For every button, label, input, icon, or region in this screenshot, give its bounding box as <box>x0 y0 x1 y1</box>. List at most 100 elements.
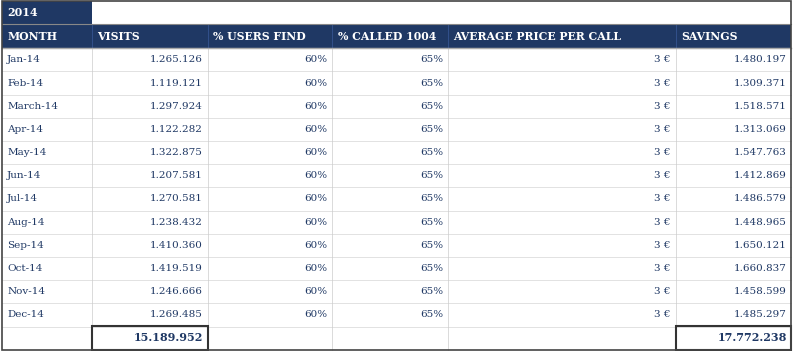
Text: 60%: 60% <box>305 287 328 296</box>
Bar <box>332 303 448 326</box>
Bar <box>676 257 791 280</box>
Bar <box>676 95 791 118</box>
Bar <box>2 95 92 118</box>
Bar <box>92 141 208 164</box>
Text: Aug-14: Aug-14 <box>7 218 44 227</box>
Bar <box>2 234 92 257</box>
Bar <box>2 118 92 141</box>
Bar <box>332 280 448 303</box>
Text: 65%: 65% <box>420 194 443 204</box>
Bar <box>332 141 448 164</box>
Text: 60%: 60% <box>305 218 328 227</box>
Bar <box>208 48 332 72</box>
Bar <box>208 326 332 350</box>
Text: 65%: 65% <box>420 171 443 180</box>
Text: 1.207.581: 1.207.581 <box>150 171 203 180</box>
Text: 3 €: 3 € <box>654 241 671 250</box>
Text: 1.246.666: 1.246.666 <box>150 287 203 296</box>
Text: 1.518.571: 1.518.571 <box>734 102 787 111</box>
Bar <box>208 25 332 48</box>
Bar <box>92 164 208 187</box>
Bar <box>92 95 208 118</box>
Bar <box>676 164 791 187</box>
Bar <box>332 1 448 25</box>
Text: 60%: 60% <box>305 241 328 250</box>
Bar <box>332 234 448 257</box>
Bar <box>448 280 676 303</box>
Text: 65%: 65% <box>420 218 443 227</box>
Bar <box>676 303 791 326</box>
Bar <box>2 48 92 72</box>
Text: 1.238.432: 1.238.432 <box>150 218 203 227</box>
Bar <box>332 326 448 350</box>
Text: 60%: 60% <box>305 194 328 204</box>
Bar <box>2 280 92 303</box>
Text: 1.270.581: 1.270.581 <box>150 194 203 204</box>
Bar <box>676 118 791 141</box>
Bar <box>92 118 208 141</box>
Bar <box>448 303 676 326</box>
Text: 3 €: 3 € <box>654 171 671 180</box>
Text: 1.412.869: 1.412.869 <box>734 171 787 180</box>
Bar <box>676 48 791 72</box>
Bar <box>448 72 676 95</box>
Bar <box>448 211 676 234</box>
Bar <box>2 257 92 280</box>
Bar <box>676 234 791 257</box>
Bar <box>208 211 332 234</box>
Bar <box>448 48 676 72</box>
Text: VISITS: VISITS <box>98 31 140 42</box>
Text: 65%: 65% <box>420 55 443 64</box>
Text: 3 €: 3 € <box>654 79 671 87</box>
Text: 60%: 60% <box>305 148 328 157</box>
Text: % USERS FIND: % USERS FIND <box>213 31 306 42</box>
Bar <box>448 257 676 280</box>
Text: 1.419.519: 1.419.519 <box>150 264 203 273</box>
Text: 3 €: 3 € <box>654 287 671 296</box>
Text: 1.480.197: 1.480.197 <box>734 55 787 64</box>
Text: May-14: May-14 <box>7 148 47 157</box>
Bar <box>676 25 791 48</box>
Text: 1.660.837: 1.660.837 <box>734 264 787 273</box>
Bar <box>208 164 332 187</box>
Text: Sep-14: Sep-14 <box>7 241 44 250</box>
Text: % CALLED 1004: % CALLED 1004 <box>338 31 436 42</box>
Bar <box>448 234 676 257</box>
Bar <box>2 211 92 234</box>
Text: 1.410.360: 1.410.360 <box>150 241 203 250</box>
Bar <box>208 234 332 257</box>
Bar <box>448 25 676 48</box>
Text: 1.458.599: 1.458.599 <box>734 287 787 296</box>
Text: 1.309.371: 1.309.371 <box>734 79 787 87</box>
Bar <box>92 187 208 211</box>
Text: 1.485.297: 1.485.297 <box>734 310 787 319</box>
Bar <box>676 72 791 95</box>
Bar <box>208 257 332 280</box>
Bar <box>676 326 791 350</box>
Text: 3 €: 3 € <box>654 102 671 111</box>
Bar <box>92 326 208 350</box>
Text: Apr-14: Apr-14 <box>7 125 43 134</box>
Bar <box>448 326 676 350</box>
Bar <box>208 187 332 211</box>
Text: 60%: 60% <box>305 55 328 64</box>
Text: 3 €: 3 € <box>654 125 671 134</box>
Bar <box>448 164 676 187</box>
Text: 1.269.485: 1.269.485 <box>150 310 203 319</box>
Text: 1.650.121: 1.650.121 <box>734 241 787 250</box>
Text: Nov-14: Nov-14 <box>7 287 45 296</box>
Bar <box>208 280 332 303</box>
Bar <box>208 95 332 118</box>
Bar <box>332 211 448 234</box>
Text: 65%: 65% <box>420 79 443 87</box>
Bar <box>92 326 208 350</box>
Bar <box>448 95 676 118</box>
Text: 60%: 60% <box>305 125 328 134</box>
Text: AVERAGE PRICE PER CALL: AVERAGE PRICE PER CALL <box>454 31 622 42</box>
Text: 1.486.579: 1.486.579 <box>734 194 787 204</box>
Text: 3 €: 3 € <box>654 148 671 157</box>
Bar <box>676 187 791 211</box>
Bar <box>2 326 92 350</box>
Text: March-14: March-14 <box>7 102 58 111</box>
Text: 1.313.069: 1.313.069 <box>734 125 787 134</box>
